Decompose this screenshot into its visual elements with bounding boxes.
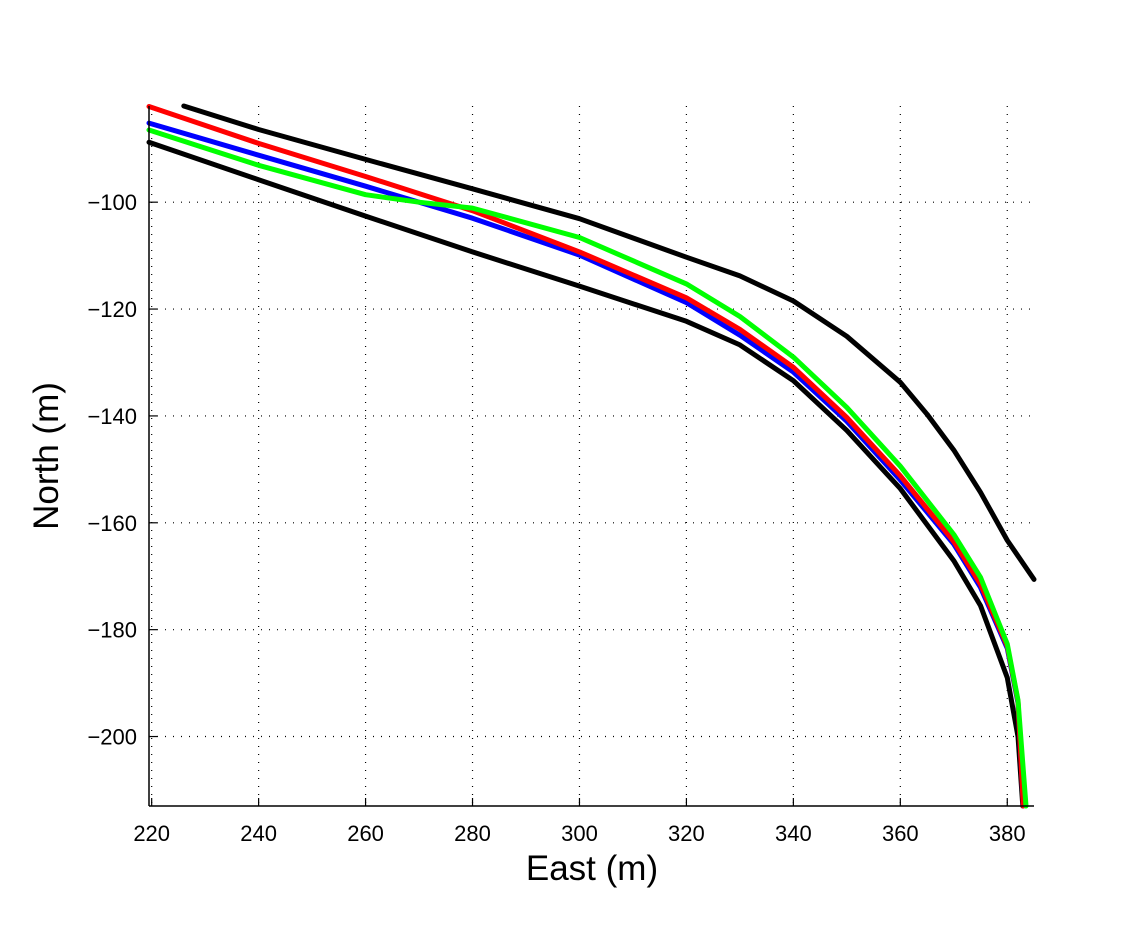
x-tick-label: 220 [133, 821, 170, 846]
y-tick-label: −160 [87, 511, 137, 536]
x-ticks: 220 240 260 280 300 320 340 360 380 [133, 798, 1026, 846]
x-axis-title: East (m) [526, 849, 658, 888]
series-line-5 [146, 127, 1029, 809]
x-tick-label: 240 [240, 821, 277, 846]
x-tick-label: 260 [347, 821, 384, 846]
x-tick-label: 340 [775, 821, 812, 846]
y-tick-label: −140 [87, 404, 137, 429]
series-lines [146, 103, 1037, 809]
x-tick-label: 300 [561, 821, 598, 846]
y-tick-label: −200 [87, 725, 137, 750]
y-ticks: −100 −120 −140 −160 −180 −200 [87, 190, 157, 750]
x-tick-label: 380 [989, 821, 1026, 846]
grid [149, 106, 1034, 806]
y-axis-title: North (m) [27, 382, 66, 530]
axes [148, 106, 1034, 807]
x-tick-label: 320 [668, 821, 705, 846]
x-tick-label: 280 [454, 821, 491, 846]
y-tick-label: −180 [87, 618, 137, 643]
series-line-1 [181, 103, 1037, 582]
series-line-2 [146, 139, 1026, 809]
x-tick-label: 360 [882, 821, 919, 846]
y-tick-label: −120 [87, 297, 137, 322]
y-tick-label: −100 [87, 190, 137, 215]
